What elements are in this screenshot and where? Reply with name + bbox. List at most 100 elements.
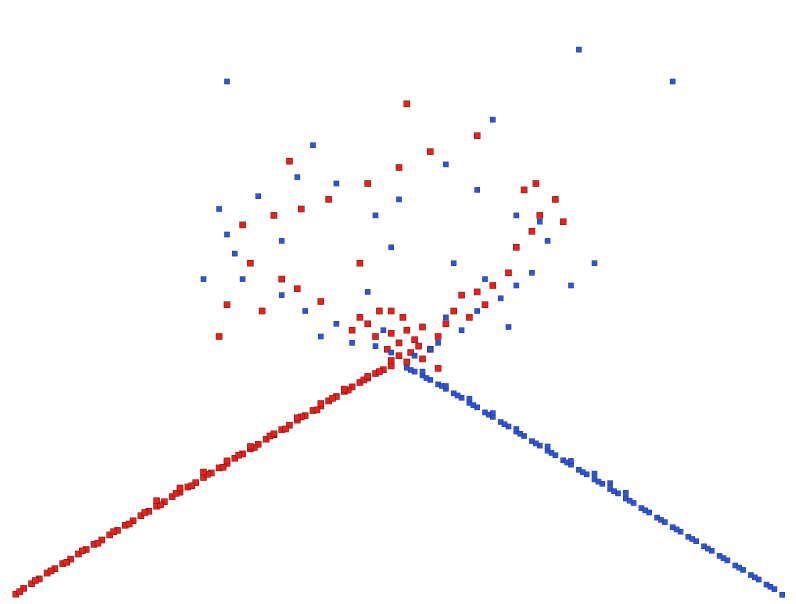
data-point-series-1-100	[356, 314, 364, 321]
data-point-series-1-73	[376, 368, 383, 375]
data-point-series-2-95	[317, 333, 324, 340]
series-1	[12, 100, 567, 598]
data-point-series-1-122	[325, 196, 332, 203]
data-point-series-2-50	[767, 583, 774, 590]
data-point-series-1-134	[247, 259, 254, 267]
data-point-series-1-124	[395, 164, 403, 171]
data-point-series-1-85	[395, 352, 403, 360]
data-point-series-2-89	[380, 327, 387, 334]
data-point-series-1-97	[442, 320, 450, 328]
data-point-series-2-90	[443, 314, 449, 321]
data-point-series-2-106	[513, 212, 520, 219]
data-point-series-1-72	[360, 376, 368, 384]
data-point-series-2-72	[423, 375, 430, 381]
data-point-series-1-90	[395, 339, 403, 347]
data-point-series-2-92	[458, 327, 465, 334]
data-point-series-1-78	[247, 443, 254, 450]
data-point-series-1-77	[223, 457, 231, 465]
data-point-series-2-124	[224, 78, 230, 85]
data-point-series-2-62	[579, 469, 586, 475]
data-point-series-2-88	[435, 340, 441, 346]
data-point-series-2-115	[536, 218, 543, 225]
data-point-series-2-74	[622, 489, 629, 496]
data-point-series-1-51	[32, 577, 39, 584]
data-point-series-1-84	[387, 357, 395, 364]
data-point-series-2-113	[372, 212, 379, 219]
data-point-series-1-93	[387, 329, 395, 337]
data-point-series-2-100	[482, 276, 488, 282]
data-point-series-1-56	[110, 528, 117, 536]
data-point-series-2-93	[333, 320, 340, 327]
data-point-series-1-96	[434, 333, 442, 340]
data-point-series-2-65	[533, 440, 539, 447]
data-point-series-2-110	[443, 161, 449, 168]
data-point-series-1-138	[559, 218, 567, 225]
data-point-series-2-94	[474, 308, 481, 314]
data-point-series-1-119	[239, 221, 246, 229]
data-point-series-1-57	[125, 520, 133, 528]
data-point-series-1-106	[481, 301, 489, 309]
data-point-series-2-82	[443, 383, 449, 389]
data-point-series-1-36	[286, 421, 293, 429]
data-point-series-1-70	[329, 395, 336, 402]
data-point-series-1-89	[411, 336, 418, 344]
data-point-series-1-105	[466, 314, 473, 321]
data-point-series-1-92	[372, 333, 379, 340]
data-point-series-2-59	[626, 497, 633, 504]
data-point-series-1-102	[376, 307, 383, 315]
data-point-series-1-61	[188, 482, 196, 490]
data-point-series-2-77	[568, 458, 574, 464]
data-point-series-2-122	[388, 244, 395, 251]
data-point-series-1-50	[16, 588, 24, 595]
data-point-series-2-51	[751, 574, 758, 581]
data-point-series-2-117	[489, 116, 496, 123]
data-point-series-1-123	[364, 180, 372, 187]
data-point-series-2-85	[427, 346, 434, 353]
data-point-series-1-76	[200, 468, 207, 476]
data-point-series-2-80	[489, 410, 496, 416]
data-point-series-1-59	[157, 501, 164, 509]
data-point-series-1-60	[172, 490, 180, 497]
data-point-series-2-97	[302, 308, 309, 314]
data-point-series-2-126	[669, 78, 676, 85]
data-point-series-2-107	[255, 193, 261, 199]
data-point-series-1-83	[364, 373, 372, 380]
data-point-series-2-76	[591, 470, 598, 477]
data-point-series-1-120	[270, 212, 278, 219]
data-point-series-1-99	[364, 320, 372, 328]
data-point-series-2-66	[517, 430, 524, 437]
data-point-series-2-56	[673, 526, 680, 533]
data-point-series-2-102	[529, 269, 535, 276]
data-point-series-1-115	[528, 228, 536, 235]
data-point-series-1-117	[552, 196, 559, 203]
data-point-series-2-52	[736, 564, 743, 571]
data-point-series-2-81	[466, 395, 473, 402]
data-point-series-1-52	[47, 567, 55, 575]
data-point-series-2-75	[607, 480, 613, 487]
data-point-series-1-81	[317, 400, 325, 407]
data-point-series-1-63	[219, 463, 227, 471]
data-point-series-2-101	[239, 276, 246, 282]
data-point-series-2-91	[349, 340, 355, 346]
data-point-series-2-60	[611, 488, 617, 495]
data-point-series-1-79	[270, 430, 278, 438]
data-point-series-2-67	[501, 421, 508, 428]
data-point-series-1-133	[505, 269, 512, 277]
data-point-series-2-96	[497, 295, 504, 302]
data-point-series-1-107	[458, 291, 465, 299]
data-point-series-2-111	[333, 180, 340, 187]
data-point-series-2-119	[505, 324, 512, 330]
data-point-series-1-137	[532, 180, 540, 187]
data-point-series-2-109	[294, 174, 301, 180]
data-point-series-1-86	[403, 358, 411, 366]
data-point-series-1-103	[399, 314, 407, 321]
data-point-series-1-67	[282, 425, 289, 433]
data-point-series-1-129	[434, 365, 442, 372]
data-point-series-1-58	[141, 509, 149, 516]
data-point-series-2-70	[454, 392, 461, 399]
data-point-series-1-108	[489, 282, 497, 289]
data-point-series-2-64	[548, 450, 555, 456]
data-point-series-2-83	[419, 368, 426, 375]
